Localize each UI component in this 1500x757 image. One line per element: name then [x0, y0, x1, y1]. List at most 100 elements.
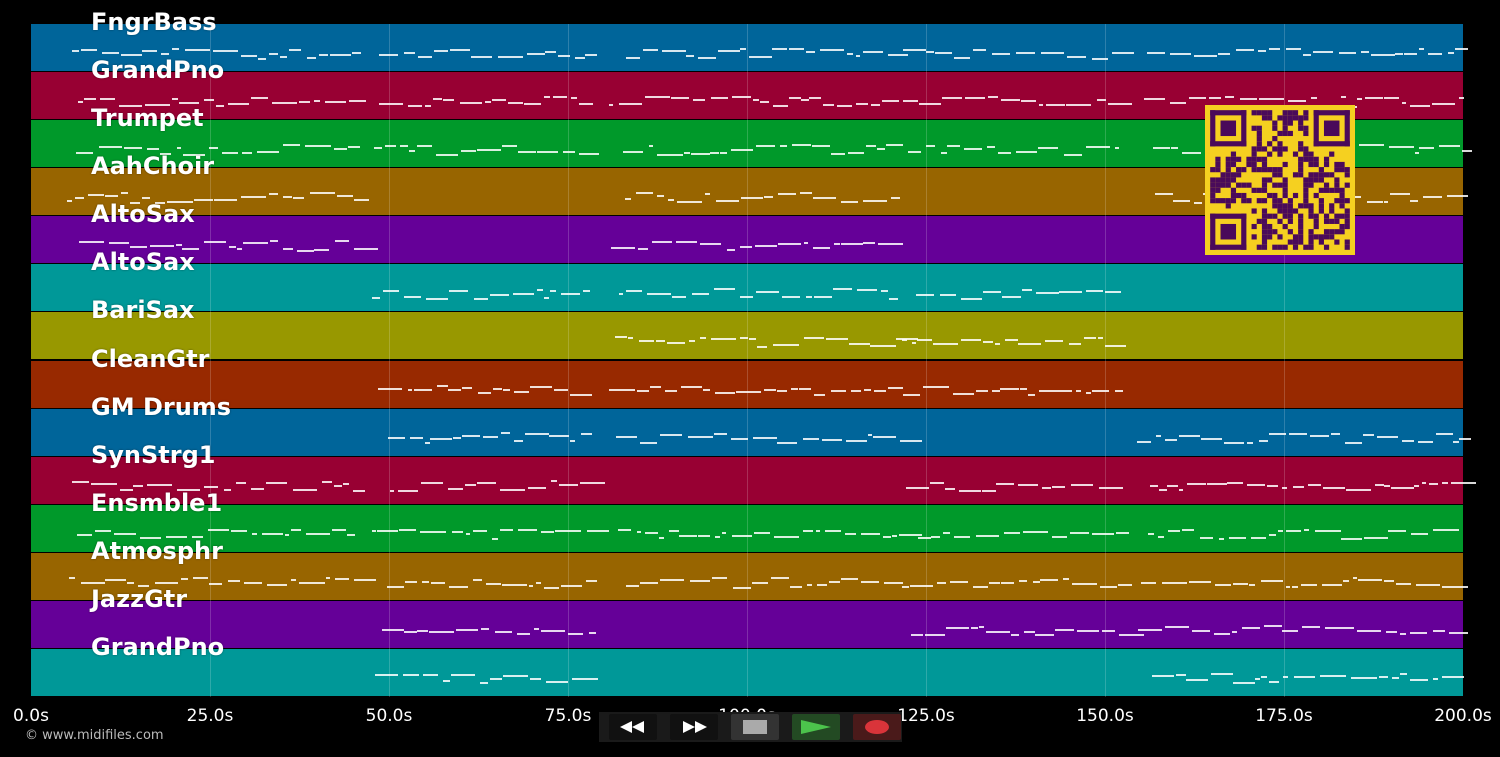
note: [353, 578, 377, 581]
record-button[interactable]: [853, 714, 901, 740]
note: [208, 583, 223, 586]
note: [256, 151, 280, 154]
stop-button[interactable]: [731, 714, 779, 740]
note: [1065, 103, 1091, 106]
note: [404, 295, 422, 298]
note: [1343, 580, 1350, 583]
note: [139, 536, 161, 539]
note: [305, 532, 331, 535]
note: [898, 533, 923, 536]
note: [1301, 626, 1321, 629]
note: [826, 338, 849, 341]
note: [829, 580, 840, 583]
note: [668, 529, 680, 532]
note: [902, 338, 907, 341]
note: [1384, 485, 1390, 488]
note: [1044, 339, 1064, 342]
note: [449, 586, 468, 589]
note: [1118, 633, 1144, 636]
note: [645, 96, 670, 99]
play-button[interactable]: [792, 714, 840, 740]
note: [732, 535, 752, 538]
note: [764, 388, 777, 391]
time-tick-label: 200.0s: [1434, 706, 1492, 726]
note: [1341, 96, 1346, 99]
note: [1182, 528, 1195, 531]
note: [204, 99, 215, 102]
note: [883, 536, 891, 539]
note: [378, 103, 403, 106]
note: [1422, 195, 1442, 198]
note: [72, 50, 79, 53]
note: [848, 151, 864, 154]
note: [418, 56, 432, 59]
track-lane[interactable]: [31, 264, 1463, 313]
track-lane[interactable]: [31, 552, 1463, 601]
note: [309, 192, 335, 195]
track-lane[interactable]: [31, 600, 1463, 649]
track-label: AltoSax: [91, 200, 195, 229]
note: [554, 388, 568, 391]
track-label: GrandPno: [91, 56, 225, 85]
track-lane[interactable]: [31, 456, 1463, 505]
track-lane[interactable]: [31, 408, 1463, 457]
track-lane[interactable]: [31, 504, 1463, 553]
note: [1453, 440, 1460, 443]
note: [305, 145, 331, 148]
note: [409, 436, 423, 439]
note: [1410, 105, 1430, 108]
note: [424, 104, 431, 107]
note: [144, 103, 170, 106]
note: [422, 581, 430, 584]
note: [1282, 630, 1298, 633]
note: [1149, 485, 1159, 488]
note: [417, 629, 428, 632]
note: [1104, 291, 1122, 294]
note: [448, 488, 464, 491]
note: [567, 633, 584, 636]
track-lane[interactable]: [31, 648, 1463, 697]
fast-forward-button[interactable]: [670, 714, 718, 740]
note: [941, 96, 962, 99]
note: [667, 199, 675, 202]
note: [314, 249, 330, 252]
note: [527, 53, 546, 56]
note: [1442, 481, 1448, 484]
track-lane[interactable]: [31, 360, 1463, 409]
note: [191, 535, 203, 538]
note: [888, 54, 909, 57]
rewind-button[interactable]: [609, 714, 657, 740]
note: [902, 48, 926, 51]
note: [1070, 483, 1094, 486]
note: [1069, 532, 1089, 535]
note: [1099, 486, 1123, 489]
note: [258, 57, 267, 60]
track-lane[interactable]: [31, 24, 1463, 73]
time-tick-label: 150.0s: [1076, 706, 1134, 726]
note: [1038, 103, 1044, 106]
note: [772, 48, 788, 51]
note: [236, 248, 242, 251]
note: [814, 394, 826, 397]
note: [710, 337, 737, 340]
note: [1260, 676, 1267, 679]
note: [150, 244, 174, 247]
note: [118, 105, 143, 108]
note: [499, 488, 526, 491]
note: [133, 484, 144, 487]
note: [1000, 99, 1021, 102]
track-lane[interactable]: [31, 312, 1463, 361]
note: [402, 673, 420, 676]
track-label: SynStrg1: [91, 440, 216, 469]
note: [1173, 199, 1190, 202]
note: [545, 51, 557, 54]
note: [1099, 586, 1117, 589]
note: [944, 488, 956, 491]
note: [1418, 441, 1434, 444]
note: [891, 197, 901, 200]
note: [986, 630, 1010, 633]
note: [1450, 482, 1476, 485]
note: [464, 483, 477, 486]
note: [1004, 338, 1019, 341]
transport-bar: [599, 712, 902, 742]
